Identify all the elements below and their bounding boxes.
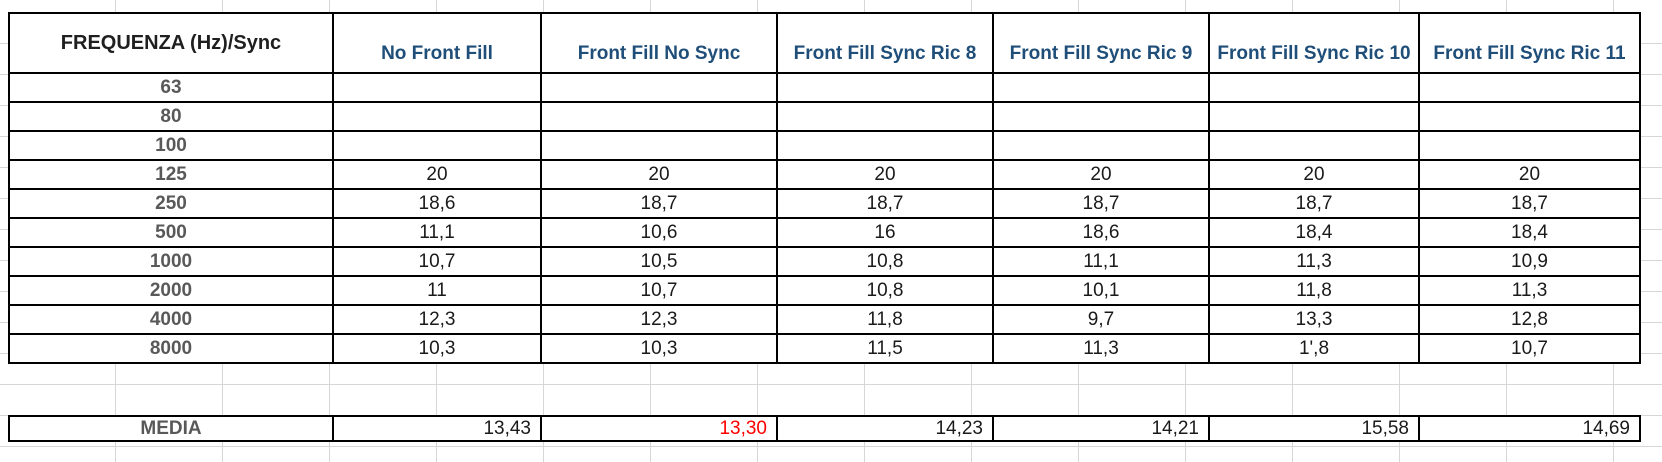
value-cell[interactable]: 11,3 [1208,246,1420,277]
value-cell[interactable]: 18,7 [992,188,1210,219]
media-value-cell[interactable]: 14,69 [1418,415,1641,442]
value-cell[interactable]: 10,7 [540,275,778,306]
value-cell[interactable] [1418,101,1641,132]
frequency-label-cell[interactable]: 2000 [8,275,334,306]
corner-header-cell[interactable]: FREQUENZA (Hz)/Sync [8,12,334,74]
table-row: 2000 11 10,7 10,8 10,1 11,8 11,3 [8,275,1641,306]
table-row: 1000 10,7 10,5 10,8 11,1 11,3 10,9 [8,246,1641,277]
value-cell[interactable]: 11,3 [992,333,1210,364]
frequency-label-cell[interactable]: 4000 [8,304,334,335]
frequency-label-cell[interactable]: 8000 [8,333,334,364]
media-value-cell[interactable]: 14,21 [992,415,1210,442]
value-cell[interactable]: 20 [1208,159,1420,190]
table-row: 63 [8,72,1641,103]
media-row-table: MEDIA 13,43 13,30 14,23 14,21 15,58 14,69 [8,415,1641,442]
value-cell[interactable]: 11,5 [776,333,994,364]
frequency-label-cell[interactable]: 80 [8,101,334,132]
value-cell[interactable] [540,130,778,161]
value-cell[interactable]: 20 [776,159,994,190]
frequency-table: FREQUENZA (Hz)/Sync No Front Fill Front … [8,12,1641,364]
value-cell[interactable] [540,101,778,132]
value-cell[interactable]: 20 [332,159,542,190]
value-cell[interactable]: 10,8 [776,246,994,277]
value-cell[interactable]: 18,7 [540,188,778,219]
table-row: 4000 12,3 12,3 11,8 9,7 13,3 12,8 [8,304,1641,335]
value-cell[interactable] [1418,130,1641,161]
value-cell[interactable]: 18,7 [776,188,994,219]
table-row: 500 11,1 10,6 16 18,6 18,4 18,4 [8,217,1641,248]
table-row: 80 [8,101,1641,132]
value-cell[interactable]: 20 [1418,159,1641,190]
value-cell[interactable]: 12,3 [540,304,778,335]
media-value-cell[interactable]: 13,30 [540,415,778,442]
table-row: 100 [8,130,1641,161]
value-cell[interactable]: 11,1 [992,246,1210,277]
value-cell[interactable] [1208,101,1420,132]
frequency-label-cell[interactable]: 100 [8,130,334,161]
value-cell[interactable] [332,101,542,132]
value-cell[interactable]: 18,7 [1208,188,1420,219]
column-header-front-fill-sync-ric-9[interactable]: Front Fill Sync Ric 9 [992,12,1210,74]
column-header-front-fill-sync-ric-10[interactable]: Front Fill Sync Ric 10 [1208,12,1420,74]
table-row: 8000 10,3 10,3 11,5 11,3 1',8 10,7 [8,333,1641,364]
value-cell[interactable]: 18,4 [1208,217,1420,248]
value-cell[interactable]: 10,3 [540,333,778,364]
media-value-cell[interactable]: 15,58 [1208,415,1420,442]
value-cell[interactable]: 10,3 [332,333,542,364]
value-cell[interactable]: 10,5 [540,246,778,277]
value-cell[interactable]: 11,8 [1208,275,1420,306]
value-cell[interactable] [992,72,1210,103]
value-cell[interactable] [332,72,542,103]
value-cell[interactable]: 10,7 [332,246,542,277]
frequency-label-cell[interactable]: 125 [8,159,334,190]
value-cell[interactable]: 10,9 [1418,246,1641,277]
value-cell[interactable]: 10,8 [776,275,994,306]
frequency-label-cell[interactable]: 1000 [8,246,334,277]
value-cell[interactable]: 11,8 [776,304,994,335]
frequency-label-cell[interactable]: 250 [8,188,334,219]
value-cell[interactable]: 12,3 [332,304,542,335]
value-cell[interactable] [540,72,778,103]
value-cell[interactable]: 20 [992,159,1210,190]
value-cell[interactable] [1418,72,1641,103]
value-cell[interactable]: 12,8 [1418,304,1641,335]
value-cell[interactable]: 1',8 [1208,333,1420,364]
value-cell[interactable] [992,101,1210,132]
value-cell[interactable] [776,130,994,161]
value-cell[interactable] [1208,130,1420,161]
value-cell[interactable] [332,130,542,161]
media-row: MEDIA 13,43 13,30 14,23 14,21 15,58 14,69 [8,415,1641,442]
value-cell[interactable]: 11,1 [332,217,542,248]
table-row: 250 18,6 18,7 18,7 18,7 18,7 18,7 [8,188,1641,219]
column-header-front-fill-sync-ric-11[interactable]: Front Fill Sync Ric 11 [1418,12,1641,74]
value-cell[interactable]: 18,6 [992,217,1210,248]
value-cell[interactable]: 18,6 [332,188,542,219]
value-cell[interactable]: 18,7 [1418,188,1641,219]
value-cell[interactable]: 13,3 [1208,304,1420,335]
media-value-cell[interactable]: 14,23 [776,415,994,442]
value-cell[interactable]: 10,6 [540,217,778,248]
column-header-front-fill-no-sync[interactable]: Front Fill No Sync [540,12,778,74]
value-cell[interactable] [776,72,994,103]
frequency-label-cell[interactable]: 500 [8,217,334,248]
value-cell[interactable]: 20 [540,159,778,190]
value-cell[interactable]: 18,4 [1418,217,1641,248]
value-cell[interactable]: 11 [332,275,542,306]
value-cell[interactable]: 16 [776,217,994,248]
value-cell[interactable]: 9,7 [992,304,1210,335]
header-row: FREQUENZA (Hz)/Sync No Front Fill Front … [8,12,1641,74]
frequency-label-cell[interactable]: 63 [8,72,334,103]
value-cell[interactable]: 10,7 [1418,333,1641,364]
media-value-cell[interactable]: 13,43 [332,415,542,442]
media-label-cell[interactable]: MEDIA [8,415,334,442]
column-header-no-front-fill[interactable]: No Front Fill [332,12,542,74]
value-cell[interactable]: 11,3 [1418,275,1641,306]
column-header-front-fill-sync-ric-8[interactable]: Front Fill Sync Ric 8 [776,12,994,74]
value-cell[interactable] [1208,72,1420,103]
table-row: 125 20 20 20 20 20 20 [8,159,1641,190]
value-cell[interactable]: 10,1 [992,275,1210,306]
value-cell[interactable] [992,130,1210,161]
value-cell[interactable] [776,101,994,132]
